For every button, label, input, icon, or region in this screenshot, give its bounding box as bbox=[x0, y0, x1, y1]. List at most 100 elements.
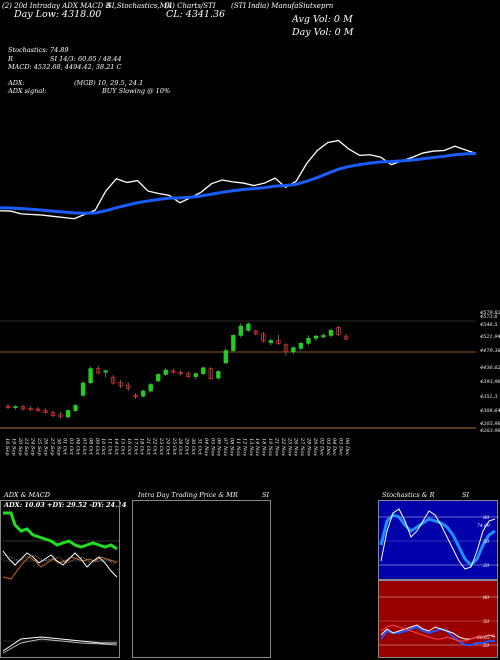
date-tick-label-52: 05 Dec bbox=[338, 438, 344, 456]
date-tick-label-6: 26 Sep bbox=[42, 437, 48, 456]
candle-body-39 bbox=[298, 343, 304, 349]
close-label: CL: 4341.36 bbox=[166, 9, 226, 20]
price-tick-label-2: 4546.5 bbox=[479, 322, 498, 328]
candle-body-8 bbox=[65, 410, 71, 418]
rsi-tick-20: 20 bbox=[482, 643, 490, 649]
candle-body-24 bbox=[186, 373, 191, 377]
candle-body-13 bbox=[103, 370, 108, 373]
date-tick-label-50: 03 Dec bbox=[325, 438, 331, 456]
candle-body-27 bbox=[208, 368, 213, 380]
chart-header-1: (2) 20d Intraday ADX MACD B bbox=[2, 2, 111, 10]
date-tick-label-48: 29 Nov bbox=[312, 437, 318, 456]
chart-header-4: (STI India) ManufaSiutxeprn bbox=[231, 2, 334, 10]
candle-body-29 bbox=[223, 350, 229, 364]
candle-body-10 bbox=[80, 382, 86, 396]
rsi-tick-50: 50 bbox=[483, 619, 490, 625]
candle-body-33 bbox=[253, 330, 259, 335]
candle-body-2 bbox=[20, 406, 26, 410]
rsi-readout: SI 14/3: 60.65 / 48.44 bbox=[50, 55, 122, 63]
plus-di-line bbox=[3, 511, 118, 551]
date-tick-label-15: 10 Oct bbox=[100, 438, 106, 456]
candle-body-41 bbox=[313, 335, 319, 339]
day-low-label: Day Low: 4318.00 bbox=[14, 9, 102, 20]
date-tick-label-22: 21 Oct bbox=[145, 437, 151, 456]
candle-body-7 bbox=[58, 414, 63, 418]
date-tick-label-26: 25 Oct bbox=[171, 437, 177, 456]
date-tick-label-0: 16 Sep bbox=[4, 438, 10, 456]
date-tick-label-39: 14 Nov bbox=[254, 438, 260, 456]
date-tick-label-21: 18 Oct bbox=[139, 438, 145, 456]
rsi-plot: 80 50 20 60.65 bbox=[379, 595, 499, 649]
date-tick-label-31: 04 Nov bbox=[203, 438, 209, 456]
date-tick-label-51: 04 Dec bbox=[331, 438, 337, 456]
date-tick-label-35: 08 Nov bbox=[229, 438, 235, 456]
date-tick-label-7: 27 Sep bbox=[49, 437, 55, 456]
intraday-panel-title: Intra Day Trading Price & MR bbox=[138, 491, 238, 499]
price-tick-label-1: 4573.6 bbox=[479, 314, 498, 320]
date-tick-label-41: 19 Nov bbox=[267, 438, 273, 456]
date-tick-label-18: 15 Oct bbox=[119, 438, 125, 456]
date-tick-label-37: 12 Nov bbox=[241, 438, 247, 456]
price-tick-label-6: 4393.96 bbox=[479, 379, 500, 385]
adx-macd-plot bbox=[2, 511, 119, 654]
candle-body-22 bbox=[171, 370, 176, 373]
day-vol-label: Day Vol: 0 M bbox=[292, 27, 354, 38]
candle-body-16 bbox=[125, 384, 131, 389]
date-tick-label-12: 07 Oct bbox=[81, 438, 87, 456]
date-tick-label-24: 23 Oct bbox=[158, 437, 164, 456]
date-tick-label-14: 09 Oct bbox=[94, 438, 100, 456]
chart-header-3: (4) Charts/STI bbox=[165, 2, 216, 10]
stoch-panel-title: Stochastics & R bbox=[382, 491, 435, 499]
candle-body-11 bbox=[88, 368, 93, 384]
date-tick-label-38: 13 Nov bbox=[248, 438, 254, 456]
candle-body-15 bbox=[118, 381, 123, 387]
date-tick-label-33: 06 Nov bbox=[216, 438, 222, 456]
price-tick-label-4: 4479.38 bbox=[479, 348, 500, 354]
macd-signal-line bbox=[2, 638, 118, 654]
price-tick-label-5: 4436.62 bbox=[479, 365, 500, 371]
date-tick-label-9: 01 Oct bbox=[62, 438, 68, 456]
stoch-tick-50: 50 bbox=[483, 539, 490, 545]
date-tick-label-5: 25 Sep bbox=[36, 437, 42, 456]
adx-readout-label: ADX: bbox=[8, 79, 25, 87]
date-tick-label-3: 23 Sep bbox=[23, 437, 29, 456]
rsi-panel: 80 50 20 60.65 bbox=[378, 580, 499, 658]
candle-body-4 bbox=[35, 408, 41, 411]
adx-panel-values: ADX: 10.03 +DY: 29.52 -DY: 24.14 bbox=[4, 501, 127, 509]
candle-body-6 bbox=[50, 412, 56, 416]
stoch-d-line bbox=[379, 513, 496, 568]
price-line bbox=[0, 139, 477, 220]
chart-header-2: SI,Stochastics,MR bbox=[107, 2, 173, 10]
price-tick-label-7: 4351.3 bbox=[479, 394, 498, 400]
stochastics-panel: 80 50 20 74.89 bbox=[378, 500, 499, 580]
date-tick-label-29: 30 Oct bbox=[190, 438, 196, 456]
date-tick-label-44: 25 Nov bbox=[286, 437, 292, 456]
date-tick-label-45: 26 Nov bbox=[293, 437, 299, 456]
candle-body-18 bbox=[141, 390, 146, 397]
intraday-panel-si: SI bbox=[262, 491, 270, 499]
date-tick-label-28: 29 Oct bbox=[184, 437, 190, 456]
date-tick-label-53: 06 Dec bbox=[344, 438, 350, 456]
adx-dotted-line bbox=[2, 554, 116, 566]
candle-body-12 bbox=[95, 368, 101, 374]
date-tick-label-46: 27 Nov bbox=[299, 437, 305, 456]
date-tick-label-25: 24 Oct bbox=[164, 437, 170, 456]
date-tick-label-42: 21 Nov bbox=[273, 437, 279, 456]
candle-body-43 bbox=[328, 330, 334, 336]
candle-body-45 bbox=[343, 335, 349, 340]
date-tick-label-27: 28 Oct bbox=[177, 437, 183, 456]
rsi-tick-80: 80 bbox=[483, 595, 490, 601]
date-tick-label-36: 11 Nov bbox=[235, 438, 241, 456]
candle-body-1 bbox=[13, 406, 18, 408]
date-tick-label-11: 04 Oct bbox=[75, 438, 81, 456]
macd-readout: MACD: 4532.68, 4494.42, 38.21 C bbox=[8, 63, 122, 71]
date-tick-label-1: 19 Sep bbox=[10, 438, 16, 456]
date-tick-label-16: 11 Oct bbox=[107, 438, 113, 456]
date-tick-label-43: 22 Nov bbox=[280, 437, 286, 456]
adx-macd-panel bbox=[0, 500, 120, 658]
ma-line bbox=[0, 152, 477, 215]
candle-body-30 bbox=[231, 335, 236, 351]
adx-line bbox=[2, 550, 118, 578]
date-tick-label-8: 30 Sep bbox=[55, 438, 61, 456]
candle-body-28 bbox=[216, 371, 221, 379]
